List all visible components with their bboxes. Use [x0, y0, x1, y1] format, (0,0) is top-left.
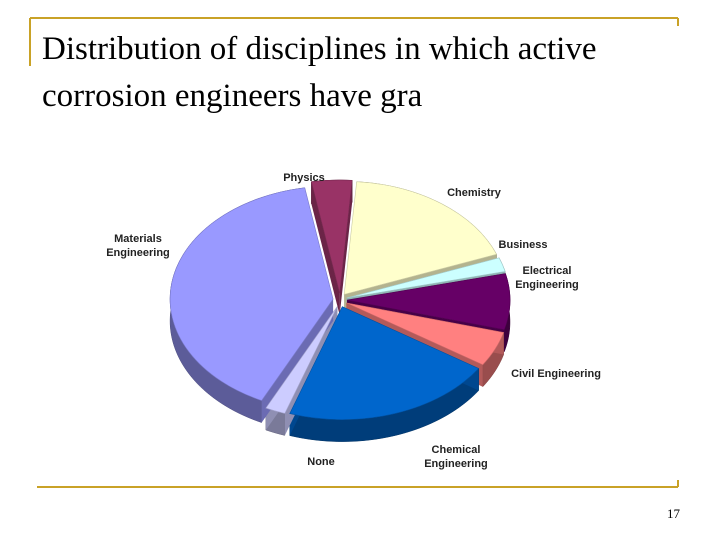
slice-label: Civil Engineering: [511, 368, 601, 380]
slice-label: Materials Engineering: [106, 233, 170, 259]
slice-label: Physics: [283, 172, 325, 184]
pie-slice: [289, 306, 480, 420]
pie-slice: [169, 187, 334, 401]
slice-label: Chemical Engineering: [424, 444, 488, 470]
slide-number: 17: [667, 506, 680, 521]
slice-side: [311, 181, 340, 316]
slice-label: Business: [498, 239, 548, 251]
slide-title: Distribution of disciplines in which act…: [42, 31, 597, 114]
slice-label: Chemistry: [447, 187, 501, 199]
pie-slice: [346, 302, 505, 366]
slice-label: Electrical Engineering: [515, 265, 579, 291]
pie-slice: [346, 257, 506, 299]
slice-side: [339, 180, 353, 316]
pie-slice: [310, 179, 353, 294]
slice-label: None: [307, 456, 335, 468]
pie-slice: [343, 181, 498, 295]
pie-slice: [346, 273, 511, 331]
pie-slice: [265, 306, 338, 414]
